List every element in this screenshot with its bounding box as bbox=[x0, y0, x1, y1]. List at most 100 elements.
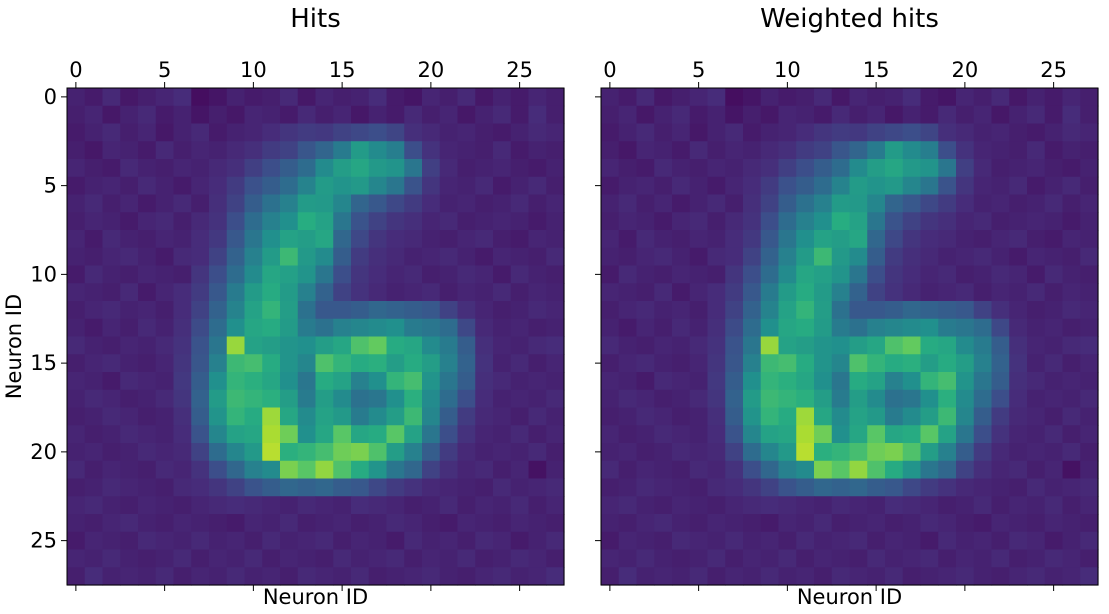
heatmap-cell bbox=[938, 354, 956, 372]
heatmap-cell bbox=[601, 567, 619, 585]
heatmap-cell bbox=[120, 266, 138, 284]
heatmap-cell bbox=[992, 301, 1010, 319]
heatmap-cell bbox=[903, 337, 921, 355]
heatmap-cell bbox=[262, 195, 280, 213]
heatmap-cell bbox=[672, 496, 690, 514]
heatmap-cell bbox=[493, 425, 511, 443]
heatmap-cell bbox=[280, 212, 298, 230]
heatmap-cell bbox=[814, 141, 832, 159]
heatmap-cell bbox=[440, 443, 458, 461]
heatmap-cell bbox=[814, 372, 832, 390]
heatmap-cell bbox=[245, 372, 263, 390]
heatmap-cell bbox=[493, 141, 511, 159]
heatmap-cell bbox=[601, 443, 619, 461]
heatmap-cell bbox=[1063, 567, 1081, 585]
heatmap-cell bbox=[867, 337, 885, 355]
heatmap-cell bbox=[956, 283, 974, 301]
heatmap-cell bbox=[850, 319, 868, 337]
heatmap-cell bbox=[921, 266, 939, 284]
heatmap-cell bbox=[120, 248, 138, 266]
heatmap-cell bbox=[708, 266, 726, 284]
heatmap-cell bbox=[832, 283, 850, 301]
heatmap-cell bbox=[227, 212, 245, 230]
heatmap-cell bbox=[992, 461, 1010, 479]
heatmap-cell bbox=[637, 230, 655, 248]
heatmap-cell bbox=[209, 248, 227, 266]
heatmap-cell bbox=[138, 532, 156, 550]
heatmap-cell bbox=[351, 425, 369, 443]
heatmap-cell bbox=[1063, 212, 1081, 230]
heatmap-cell bbox=[475, 248, 493, 266]
heatmap-cell bbox=[209, 408, 227, 426]
heatmap-cell bbox=[369, 408, 387, 426]
heatmap-cell bbox=[725, 514, 743, 532]
heatmap-cell bbox=[903, 301, 921, 319]
heatmap-cell bbox=[85, 106, 103, 124]
heatmap-cell bbox=[779, 461, 797, 479]
heatmap-cell bbox=[298, 479, 316, 497]
heatmap-cell bbox=[637, 550, 655, 568]
heatmap-cell bbox=[191, 443, 209, 461]
heatmap-cell bbox=[404, 106, 422, 124]
heatmap-cell bbox=[369, 514, 387, 532]
heatmap-cell bbox=[67, 567, 85, 585]
heatmap-cell bbox=[333, 266, 351, 284]
heatmap-cell bbox=[511, 106, 529, 124]
heatmap-cell bbox=[67, 550, 85, 568]
heatmap-cell bbox=[103, 443, 121, 461]
heatmap-cell bbox=[867, 124, 885, 142]
heatmap-cell bbox=[832, 195, 850, 213]
heatmap-cell bbox=[956, 124, 974, 142]
heatmap-cell bbox=[209, 159, 227, 177]
heatmap-cell bbox=[974, 159, 992, 177]
heatmap-cell bbox=[992, 550, 1010, 568]
heatmap-cell bbox=[903, 248, 921, 266]
heatmap-cell bbox=[262, 372, 280, 390]
heatmap-cell bbox=[67, 425, 85, 443]
heatmap-cell bbox=[761, 496, 779, 514]
heatmap-cell bbox=[458, 124, 476, 142]
heatmap-cell bbox=[458, 248, 476, 266]
heatmap-cell bbox=[493, 337, 511, 355]
heatmap-cell bbox=[1027, 496, 1045, 514]
heatmap-cell bbox=[103, 283, 121, 301]
heatmap-cell bbox=[885, 443, 903, 461]
heatmap-cell bbox=[1009, 390, 1027, 408]
heatmap-cell bbox=[921, 319, 939, 337]
heatmap-cell bbox=[850, 567, 868, 585]
heatmap-cell bbox=[440, 567, 458, 585]
heatmap-cell bbox=[761, 177, 779, 195]
heatmap-cell bbox=[796, 88, 814, 106]
heatmap-cell bbox=[511, 248, 529, 266]
heatmap-cell bbox=[1009, 230, 1027, 248]
heatmap-cell bbox=[475, 425, 493, 443]
heatmap-cell bbox=[708, 283, 726, 301]
heatmap-cell bbox=[369, 550, 387, 568]
heatmap-cell bbox=[956, 408, 974, 426]
heatmap-cell bbox=[529, 514, 547, 532]
heatmap-cell bbox=[1045, 88, 1063, 106]
heatmap-cell bbox=[1027, 319, 1045, 337]
heatmap-cell bbox=[921, 532, 939, 550]
heatmap-cell bbox=[850, 532, 868, 550]
heatmap-cell bbox=[938, 141, 956, 159]
heatmap-cell bbox=[245, 230, 263, 248]
heatmap-cell bbox=[1045, 248, 1063, 266]
heatmap-cell bbox=[404, 532, 422, 550]
heatmap-cell bbox=[637, 195, 655, 213]
heatmap-cell bbox=[316, 461, 334, 479]
heatmap-cell bbox=[67, 443, 85, 461]
heatmap-cell bbox=[921, 88, 939, 106]
heatmap-cell bbox=[885, 461, 903, 479]
heatmap-cell bbox=[138, 567, 156, 585]
heatmap-cell bbox=[245, 532, 263, 550]
heatmap-cell bbox=[404, 212, 422, 230]
heatmap-cell bbox=[814, 425, 832, 443]
heatmap-cell bbox=[404, 159, 422, 177]
heatmap-cell bbox=[956, 532, 974, 550]
heatmap-cell bbox=[262, 408, 280, 426]
heatmap-cell bbox=[903, 159, 921, 177]
heatmap-cell bbox=[404, 230, 422, 248]
heatmap-cell bbox=[974, 124, 992, 142]
heatmap-cell bbox=[708, 88, 726, 106]
